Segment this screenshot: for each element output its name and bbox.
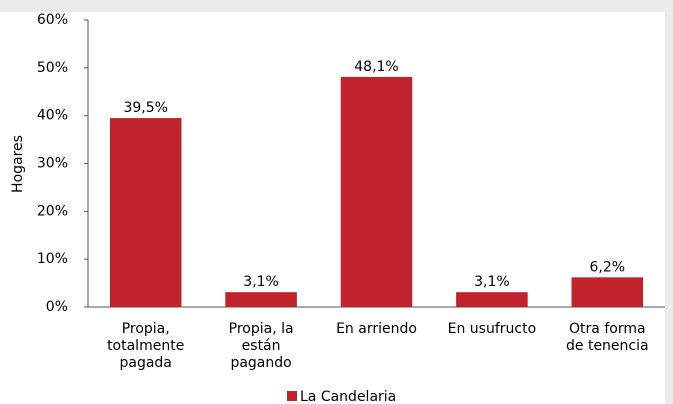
x-tick-label-line: están <box>242 338 281 354</box>
x-tick-label: En usufructo <box>448 321 537 337</box>
x-tick-label: Propia, la están pagando <box>229 321 294 371</box>
x-tick-label-line: Propia, <box>122 321 170 337</box>
legend-label: La Candelaria <box>300 389 396 404</box>
x-tick-label-line: pagando <box>230 355 291 371</box>
value-label: 3,1% <box>474 274 510 290</box>
legend-swatch <box>287 391 297 401</box>
x-tick-label-line: totalmente <box>107 338 184 354</box>
y-tick-label: 60% <box>37 12 68 28</box>
bar <box>571 277 644 307</box>
value-label: 6,2% <box>590 259 626 275</box>
x-tick-label: En arriendo <box>336 321 417 337</box>
x-tick-label: Propia, totalmente pagada <box>107 321 184 371</box>
x-tick-label-line: de tenencia <box>566 338 649 354</box>
value-label: 48,1% <box>354 59 398 75</box>
bar <box>340 76 413 308</box>
value-label: 39,5% <box>123 100 167 116</box>
x-tick-label: Otra forma de tenencia <box>566 321 649 354</box>
y-tick-label: 30% <box>37 156 68 172</box>
x-tick-label-line: Otra forma <box>569 321 646 337</box>
x-tick-label-line: En usufructo <box>448 321 537 337</box>
x-tick-label-line: Propia, la <box>229 321 294 337</box>
y-tick-label: 50% <box>37 60 68 76</box>
x-tick-label-line: En arriendo <box>336 321 417 337</box>
x-tick-label-line: pagada <box>119 355 171 371</box>
bar <box>456 292 528 307</box>
y-tick-label: 40% <box>37 108 68 124</box>
y-tick-label: 0% <box>46 299 68 315</box>
y-axis-label: Hogares <box>10 135 26 193</box>
y-tick-label: 20% <box>37 203 68 219</box>
y-tick-label: 10% <box>37 251 68 267</box>
bar <box>225 292 297 307</box>
value-label: 3,1% <box>243 274 279 290</box>
bar <box>109 118 182 307</box>
